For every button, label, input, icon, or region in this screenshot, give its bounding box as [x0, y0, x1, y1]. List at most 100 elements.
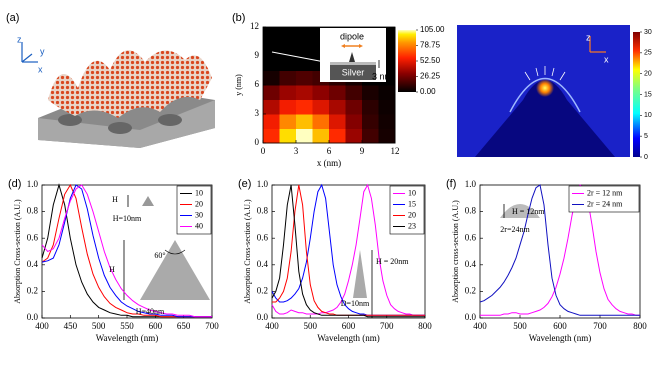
x-tick-label: 450 [64, 321, 78, 331]
y-tick-label: 1.0 [465, 179, 477, 189]
heat-cell [279, 56, 297, 71]
slab-front [38, 100, 215, 148]
heat-cell [312, 99, 330, 115]
inset [271, 28, 386, 82]
heat-cell [345, 85, 363, 100]
colorbar-label: 78.75 [420, 41, 441, 50]
heat-cell [296, 56, 313, 71]
series-line [41, 184, 212, 318]
axis-letter: z [586, 32, 591, 42]
colorbar-label: 30 [644, 29, 652, 36]
panel-label: (d) [8, 178, 21, 190]
x-tick-label: 800 [633, 321, 647, 331]
oxide-layer [330, 62, 376, 65]
series-line [41, 184, 212, 318]
y-tick-label: 0.6 [27, 232, 39, 242]
heat-cell [263, 56, 280, 71]
heat-cell [279, 70, 297, 86]
heat-cell [329, 114, 346, 129]
hole [108, 122, 132, 134]
heat-cell [296, 41, 313, 57]
heat-cell [312, 128, 330, 144]
y-tick-label: 0.2 [27, 285, 38, 295]
x-tick-label: 3 [294, 146, 299, 156]
legend-label: 15 [408, 199, 416, 208]
annotation: H [109, 265, 115, 274]
heat-cell [279, 85, 297, 100]
x-tick-label: 0 [261, 146, 266, 156]
heat-cell [263, 114, 280, 129]
heat-cell [279, 27, 297, 42]
field-image [457, 25, 630, 157]
panel-label: (b) [232, 12, 245, 24]
y-tick-label: 3 [255, 108, 260, 118]
axis-letter: y [40, 46, 45, 56]
y-tick-label: 0.8 [465, 206, 477, 216]
heat-cell [378, 99, 396, 115]
x-tick-label: 9 [360, 146, 365, 156]
hole [58, 114, 82, 126]
arrowhead [359, 44, 363, 48]
y-tick-label: 0.8 [27, 206, 39, 216]
heat-cell [378, 128, 396, 144]
annotation: H=10nm [113, 214, 142, 223]
y-tick-label: 0.6 [257, 232, 269, 242]
panel-label: (c) [462, 10, 475, 22]
x-tick-label: 700 [205, 321, 219, 331]
y-tick-label: 0.0 [27, 312, 39, 322]
axes-icon [589, 36, 606, 53]
y-tick-label: 1.0 [257, 179, 269, 189]
legend-label: 10 [408, 188, 416, 197]
colorbar-label: 20 [644, 71, 652, 78]
heat-cell [296, 114, 313, 129]
legend-label: 10 [195, 188, 203, 197]
y-tick-label: 0.2 [257, 285, 268, 295]
heat-cell [263, 41, 280, 57]
axis-letter: x [38, 64, 43, 74]
annotation: 2r=24nm [500, 225, 530, 234]
heat-cell [329, 99, 346, 115]
x-tick-label: 650 [177, 321, 191, 331]
x-tick-label: 600 [553, 321, 567, 331]
heat-cell [362, 99, 379, 115]
heat-cell [279, 41, 297, 57]
legend-box [568, 185, 640, 213]
x-tick-label: 700 [380, 321, 394, 331]
legend-label: 23 [408, 221, 416, 230]
x-tick-label: 600 [342, 321, 356, 331]
y-tick-label: 1.0 [27, 179, 39, 189]
heat-cell [263, 85, 280, 100]
colorbar-label: 25 [644, 50, 652, 57]
y-tick-label: 0.2 [465, 285, 476, 295]
field-arrows [524, 66, 566, 81]
y-tick-label: 0.0 [257, 312, 269, 322]
heat-cell [279, 128, 297, 144]
y-axis-label: Absorption Cross-section (A.U.) [13, 199, 22, 304]
heat-cell [296, 27, 313, 42]
y-tick-label: 9 [255, 50, 260, 60]
colorbar-label: 105.00 [420, 25, 445, 34]
y-tick-label: 0.6 [465, 232, 477, 242]
annotation: dipole [340, 31, 364, 41]
y-axis-label: Absorption cross-section (A.U.) [451, 200, 460, 303]
y-axis-label: y (nm) [234, 74, 243, 96]
panel-label: (f) [446, 178, 456, 190]
annotation: H = 20nm [376, 257, 409, 266]
sketch [164, 249, 186, 255]
axis-letter: z [17, 34, 22, 44]
y-tick-label: 6 [255, 79, 260, 89]
heat-cell [263, 70, 280, 86]
x-axis-label: Wavelength (nm) [529, 333, 592, 343]
annotation: H [112, 195, 118, 204]
axis-letter: x [604, 54, 609, 64]
annotation: 60° [154, 251, 165, 260]
series-line [480, 184, 640, 316]
annotation: Silver [342, 67, 365, 77]
sketch [142, 196, 154, 206]
heat-cell [279, 114, 297, 129]
y-tick-label: 12 [250, 21, 259, 31]
y-tick-label: 0 [255, 137, 260, 147]
colorbar-label: 15 [644, 91, 652, 98]
x-axis-label: x (nm) [317, 158, 341, 168]
x-axis-label: Wavelength (nm) [96, 333, 159, 343]
